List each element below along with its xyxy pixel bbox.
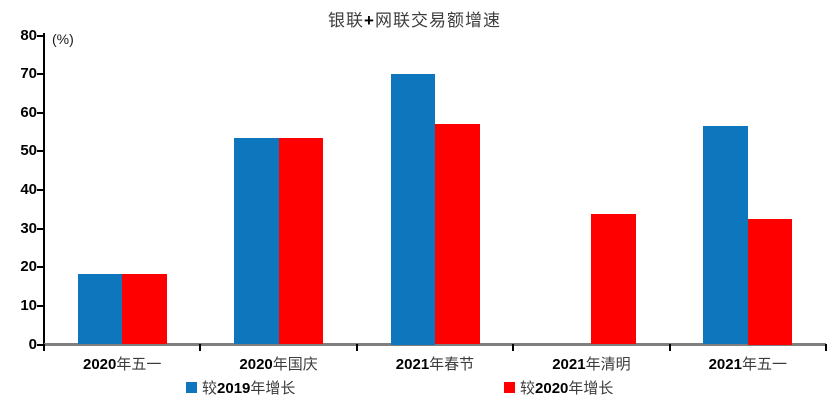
- chart-title: 银联+网联交易额增速: [328, 11, 501, 30]
- legend-label: 较2019年增长: [202, 380, 296, 397]
- bar-red-1: [122, 274, 167, 345]
- y-axis-unit-label: (%): [52, 31, 74, 47]
- bar-red-3: [435, 123, 480, 345]
- y-axis-tick: [37, 266, 44, 269]
- bar-blue-1: [77, 274, 123, 345]
- bar-red-5: [747, 218, 793, 345]
- y-axis-tick-label: 50: [20, 142, 37, 160]
- legend-label: 较2020年增长: [520, 380, 614, 397]
- y-axis-tick-label: 0: [28, 335, 37, 353]
- x-category-label: 2020年五一: [83, 356, 162, 373]
- x-category-label: 2021年春节: [395, 356, 475, 373]
- y-axis-tick: [37, 227, 44, 230]
- y-axis-tick-label: 30: [20, 219, 37, 237]
- y-axis-tick-label: 20: [20, 258, 37, 276]
- legend-swatch-icon: [186, 382, 197, 393]
- x-axis-tick: [355, 344, 358, 351]
- bar-blue-2: [234, 138, 279, 345]
- x-category-label: 2020年国庆: [239, 356, 318, 373]
- legend-item-1: 较2019年增长: [186, 377, 295, 398]
- y-axis-tick-label: 40: [20, 181, 37, 198]
- x-axis-tick: [825, 344, 827, 351]
- y-axis-tick-label: 70: [20, 65, 37, 83]
- bar-blue-3: [390, 74, 435, 345]
- bar-blue-5: [703, 125, 748, 345]
- y-axis-line: [43, 33, 45, 351]
- y-axis-tick: [37, 73, 44, 76]
- x-category-label: 2021年五一: [708, 356, 787, 373]
- y-axis-tick: [37, 111, 44, 114]
- bar-red-4: [591, 213, 636, 345]
- y-axis-tick: [37, 150, 44, 153]
- x-axis-tick: [199, 344, 202, 351]
- legend-swatch-icon: [504, 382, 515, 393]
- y-axis-tick-label: 10: [20, 296, 37, 314]
- legend-item-2: 较2020年增长: [504, 377, 613, 398]
- chart-legend: 较2019年增长 较2020年增长: [0, 377, 829, 399]
- bar-red-2: [278, 138, 324, 345]
- x-category-label: 2021年清明: [552, 356, 631, 373]
- x-axis-line: [44, 343, 826, 346]
- y-axis-tick: [37, 189, 44, 191]
- y-axis-tick: [37, 34, 44, 37]
- x-axis-tick: [512, 344, 515, 351]
- y-axis-tick-label: 60: [20, 103, 37, 121]
- y-axis-tick-label: 80: [20, 26, 37, 44]
- y-axis-tick: [37, 343, 44, 346]
- x-axis-tick: [43, 344, 45, 351]
- x-axis-tick: [668, 344, 671, 351]
- y-axis-tick: [37, 304, 44, 307]
